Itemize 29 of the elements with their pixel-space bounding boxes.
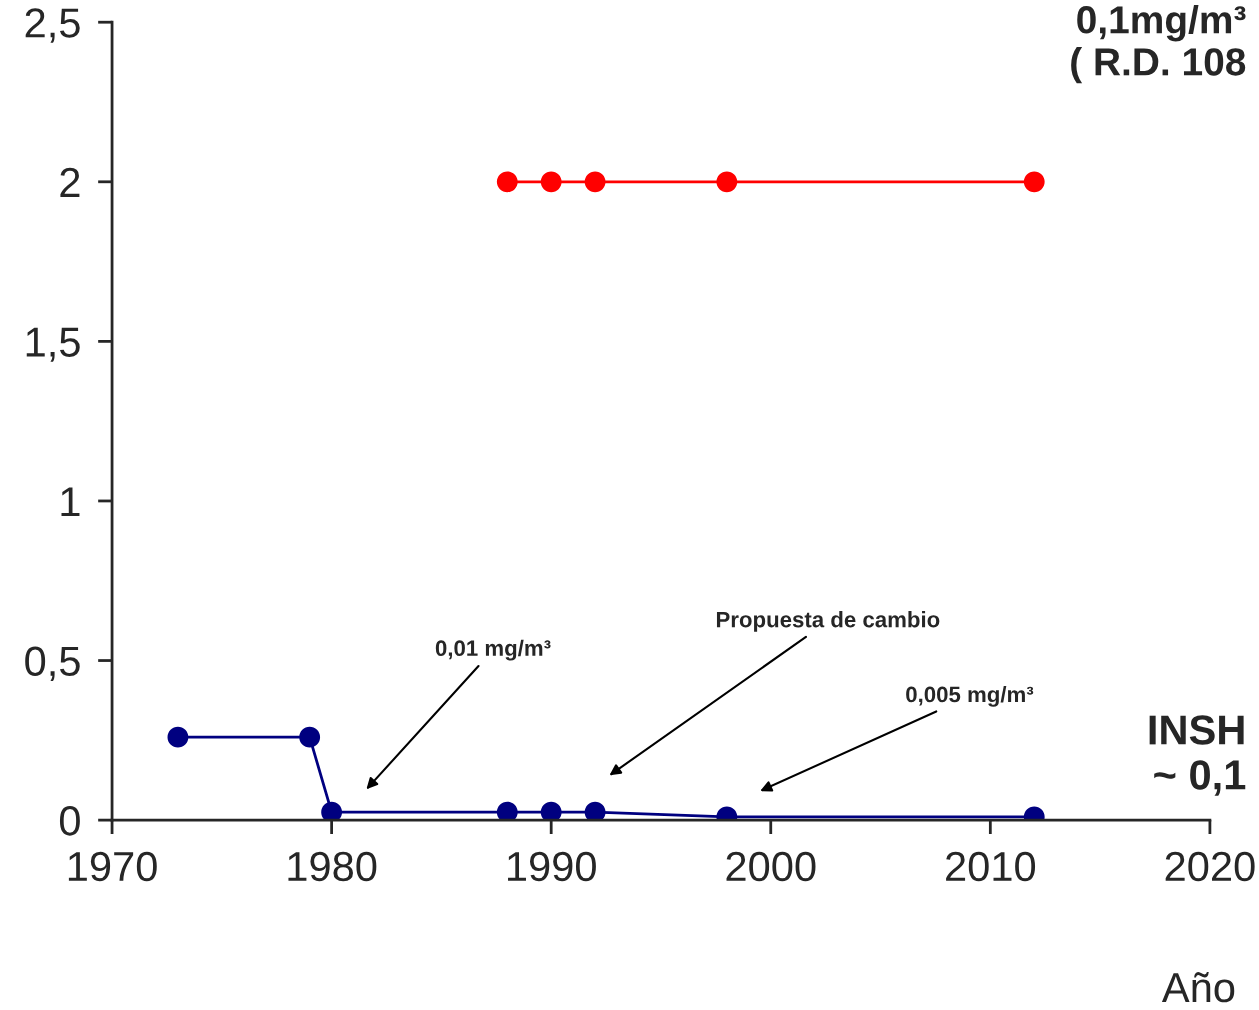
annotation: INSH ~ 0,1 (1149, 715, 1246, 796)
y-tick-label: 2,5 (25, 8, 80, 43)
annotation: 0,005 mg/m³ (906, 686, 1034, 707)
point (167, 726, 189, 748)
x-tick-label: 1980 (288, 851, 377, 882)
point (584, 801, 606, 821)
annotation: 0,1mg/m³ ( R.D. 108 (1071, 5, 1246, 84)
point (540, 171, 562, 193)
point (299, 726, 321, 748)
x-tick-label: 2010 (946, 851, 1036, 882)
x-tick-label: 2020 (1165, 851, 1255, 882)
point (716, 171, 738, 193)
y-tick-label: 0,5 (25, 646, 80, 681)
annotation: 0,01 mg/m³ (435, 639, 551, 661)
point (321, 801, 343, 821)
y-tick-label: 1 (61, 487, 80, 517)
x-tick-label: 1970 (68, 851, 157, 882)
x-tick-label: 1990 (508, 851, 596, 882)
point (1023, 171, 1045, 193)
y-tick-label: 0 (59, 806, 80, 836)
point (540, 801, 562, 821)
point (584, 171, 606, 193)
point (496, 171, 518, 193)
point (496, 801, 518, 821)
x-axis-title: Año (1161, 972, 1235, 1003)
y-tick-label: 2 (60, 167, 80, 197)
y-tick-label: 1,5 (26, 327, 80, 362)
annotation: Propuesta de cambio (716, 611, 940, 632)
x-tick-label: 2000 (726, 851, 816, 882)
